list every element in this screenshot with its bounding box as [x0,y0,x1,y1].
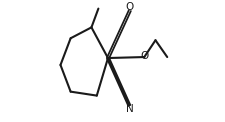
Text: O: O [140,51,148,61]
Text: O: O [125,2,133,12]
Text: N: N [126,104,133,114]
